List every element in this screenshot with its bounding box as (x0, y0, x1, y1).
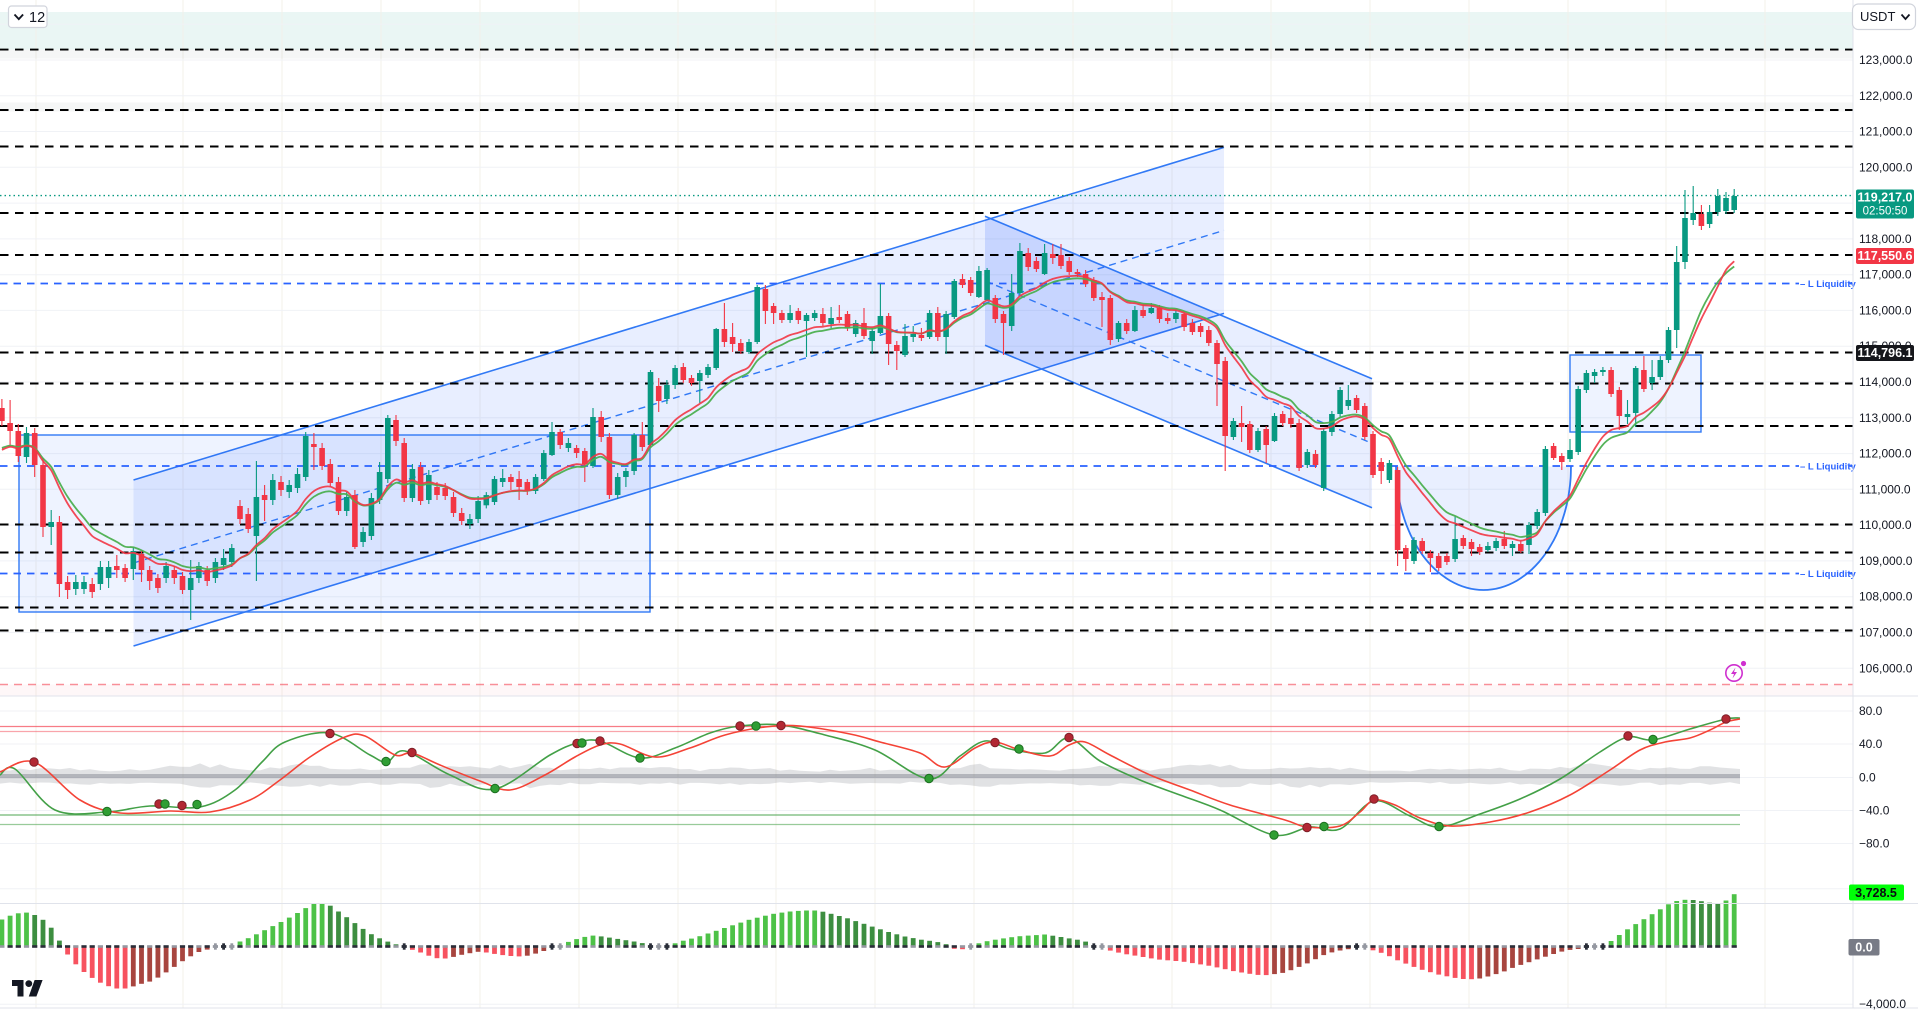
svg-text:116,000.0: 116,000.0 (1859, 303, 1912, 317)
svg-text:110,000.0: 110,000.0 (1859, 518, 1912, 532)
svg-text:0.0: 0.0 (1855, 941, 1872, 955)
svg-text:117,000.0: 117,000.0 (1859, 268, 1912, 282)
svg-text:123,000.0: 123,000.0 (1859, 53, 1913, 67)
svg-text:0.0: 0.0 (1859, 771, 1876, 785)
svg-text:02:50:50: 02:50:50 (1863, 206, 1908, 218)
svg-text:111,000.0: 111,000.0 (1859, 482, 1911, 496)
svg-text:107,000.0: 107,000.0 (1859, 625, 1913, 639)
svg-text:80.0: 80.0 (1859, 704, 1883, 718)
svg-text:120,000.0: 120,000.0 (1859, 160, 1913, 174)
svg-text:121,000.0: 121,000.0 (1859, 125, 1913, 139)
svg-text:– L Liquidity: – L Liquidity (1800, 279, 1856, 290)
svg-text:40.0: 40.0 (1859, 737, 1883, 751)
svg-text:118,000.0: 118,000.0 (1859, 232, 1912, 246)
svg-text:109,000.0: 109,000.0 (1859, 554, 1913, 568)
svg-text:113,000.0: 113,000.0 (1859, 411, 1912, 425)
svg-text:– L Liquidity: – L Liquidity (1800, 569, 1856, 580)
svg-text:119,217.0: 119,217.0 (1858, 191, 1913, 205)
svg-text:122,000.0: 122,000.0 (1859, 89, 1913, 103)
svg-text:−80.0: −80.0 (1859, 837, 1890, 851)
svg-text:USDT: USDT (1860, 9, 1895, 24)
svg-text:108,000.0: 108,000.0 (1859, 590, 1913, 604)
svg-text:3,728.5: 3,728.5 (1855, 886, 1897, 900)
svg-text:−40.0: −40.0 (1859, 804, 1890, 818)
svg-text:−4,000.0: −4,000.0 (1859, 997, 1906, 1011)
svg-text:114,796.1: 114,796.1 (1858, 346, 1913, 360)
svg-text:114,000.0: 114,000.0 (1859, 375, 1912, 389)
svg-text:– L Liquidity: – L Liquidity (1800, 462, 1856, 473)
svg-text:117,550.6: 117,550.6 (1858, 249, 1913, 263)
svg-text:106,000.0: 106,000.0 (1859, 661, 1913, 675)
svg-text:112,000.0: 112,000.0 (1859, 447, 1912, 461)
svg-text:12: 12 (29, 10, 45, 26)
